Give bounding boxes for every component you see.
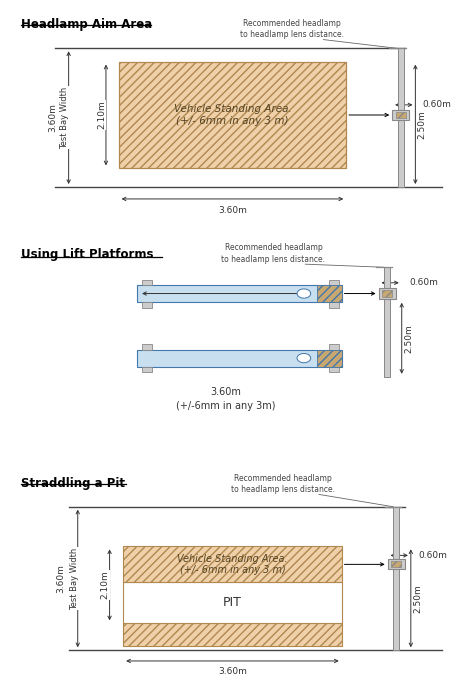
- Bar: [396, 112, 406, 118]
- Bar: [329, 280, 339, 285]
- Text: 3.60m: 3.60m: [48, 103, 57, 132]
- Text: 3.60m: 3.60m: [218, 666, 247, 675]
- Text: 3.60m: 3.60m: [218, 205, 247, 214]
- Text: 2.10m: 2.10m: [97, 100, 106, 129]
- Text: Test Bay Width: Test Bay Width: [61, 87, 70, 149]
- Text: PIT: PIT: [223, 596, 242, 609]
- Text: Recommended headlamp
to headlamp lens distance.: Recommended headlamp to headlamp lens di…: [221, 243, 326, 264]
- Text: 3.60m
(+/-6mm in any 3m): 3.60m (+/-6mm in any 3m): [176, 387, 275, 411]
- Bar: [123, 623, 342, 646]
- Bar: [317, 285, 342, 302]
- Text: 0.60m: 0.60m: [418, 551, 447, 560]
- Bar: [123, 583, 342, 623]
- Text: Recommended headlamp
to headlamp lens distance.: Recommended headlamp to headlamp lens di…: [230, 474, 335, 494]
- Bar: [142, 344, 152, 350]
- Text: Headlamp Aim Area: Headlamp Aim Area: [21, 18, 152, 31]
- Bar: [392, 110, 410, 120]
- Bar: [379, 288, 396, 300]
- Bar: [329, 302, 339, 308]
- Bar: [384, 267, 390, 376]
- Text: 2.10m: 2.10m: [100, 570, 109, 599]
- Text: Straddling a Pit: Straddling a Pit: [21, 477, 125, 491]
- Bar: [398, 48, 404, 187]
- Text: Recommended headlamp
to headlamp lens distance.: Recommended headlamp to headlamp lens di…: [239, 19, 344, 39]
- Bar: [391, 561, 401, 567]
- Bar: [142, 302, 152, 308]
- Bar: [123, 546, 342, 583]
- Text: 0.60m: 0.60m: [409, 278, 438, 287]
- Text: 0.60m: 0.60m: [423, 100, 452, 109]
- Bar: [329, 367, 339, 372]
- Text: Vehicle Standing Area.
(+/- 6mm in any 3 m): Vehicle Standing Area. (+/- 6mm in any 3…: [173, 104, 292, 126]
- Text: Vehicle Standing Area.
(+/- 6mm in any 3 m): Vehicle Standing Area. (+/- 6mm in any 3…: [177, 554, 288, 575]
- Bar: [317, 350, 342, 367]
- Text: Using Lift Platforms: Using Lift Platforms: [21, 248, 154, 261]
- Bar: [118, 62, 346, 168]
- Circle shape: [297, 289, 311, 298]
- Text: 2.50m: 2.50m: [404, 324, 413, 352]
- Bar: [137, 350, 342, 367]
- Bar: [137, 285, 342, 302]
- Bar: [329, 344, 339, 350]
- Bar: [388, 559, 405, 570]
- Bar: [142, 280, 152, 285]
- Circle shape: [297, 354, 311, 363]
- Text: 3.60m: 3.60m: [56, 564, 65, 593]
- Bar: [142, 367, 152, 372]
- Text: 2.50m: 2.50m: [418, 110, 427, 139]
- Bar: [393, 507, 399, 650]
- Bar: [382, 290, 392, 297]
- Text: 2.50m: 2.50m: [413, 584, 422, 613]
- Text: Test Bay Width: Test Bay Width: [70, 548, 79, 609]
